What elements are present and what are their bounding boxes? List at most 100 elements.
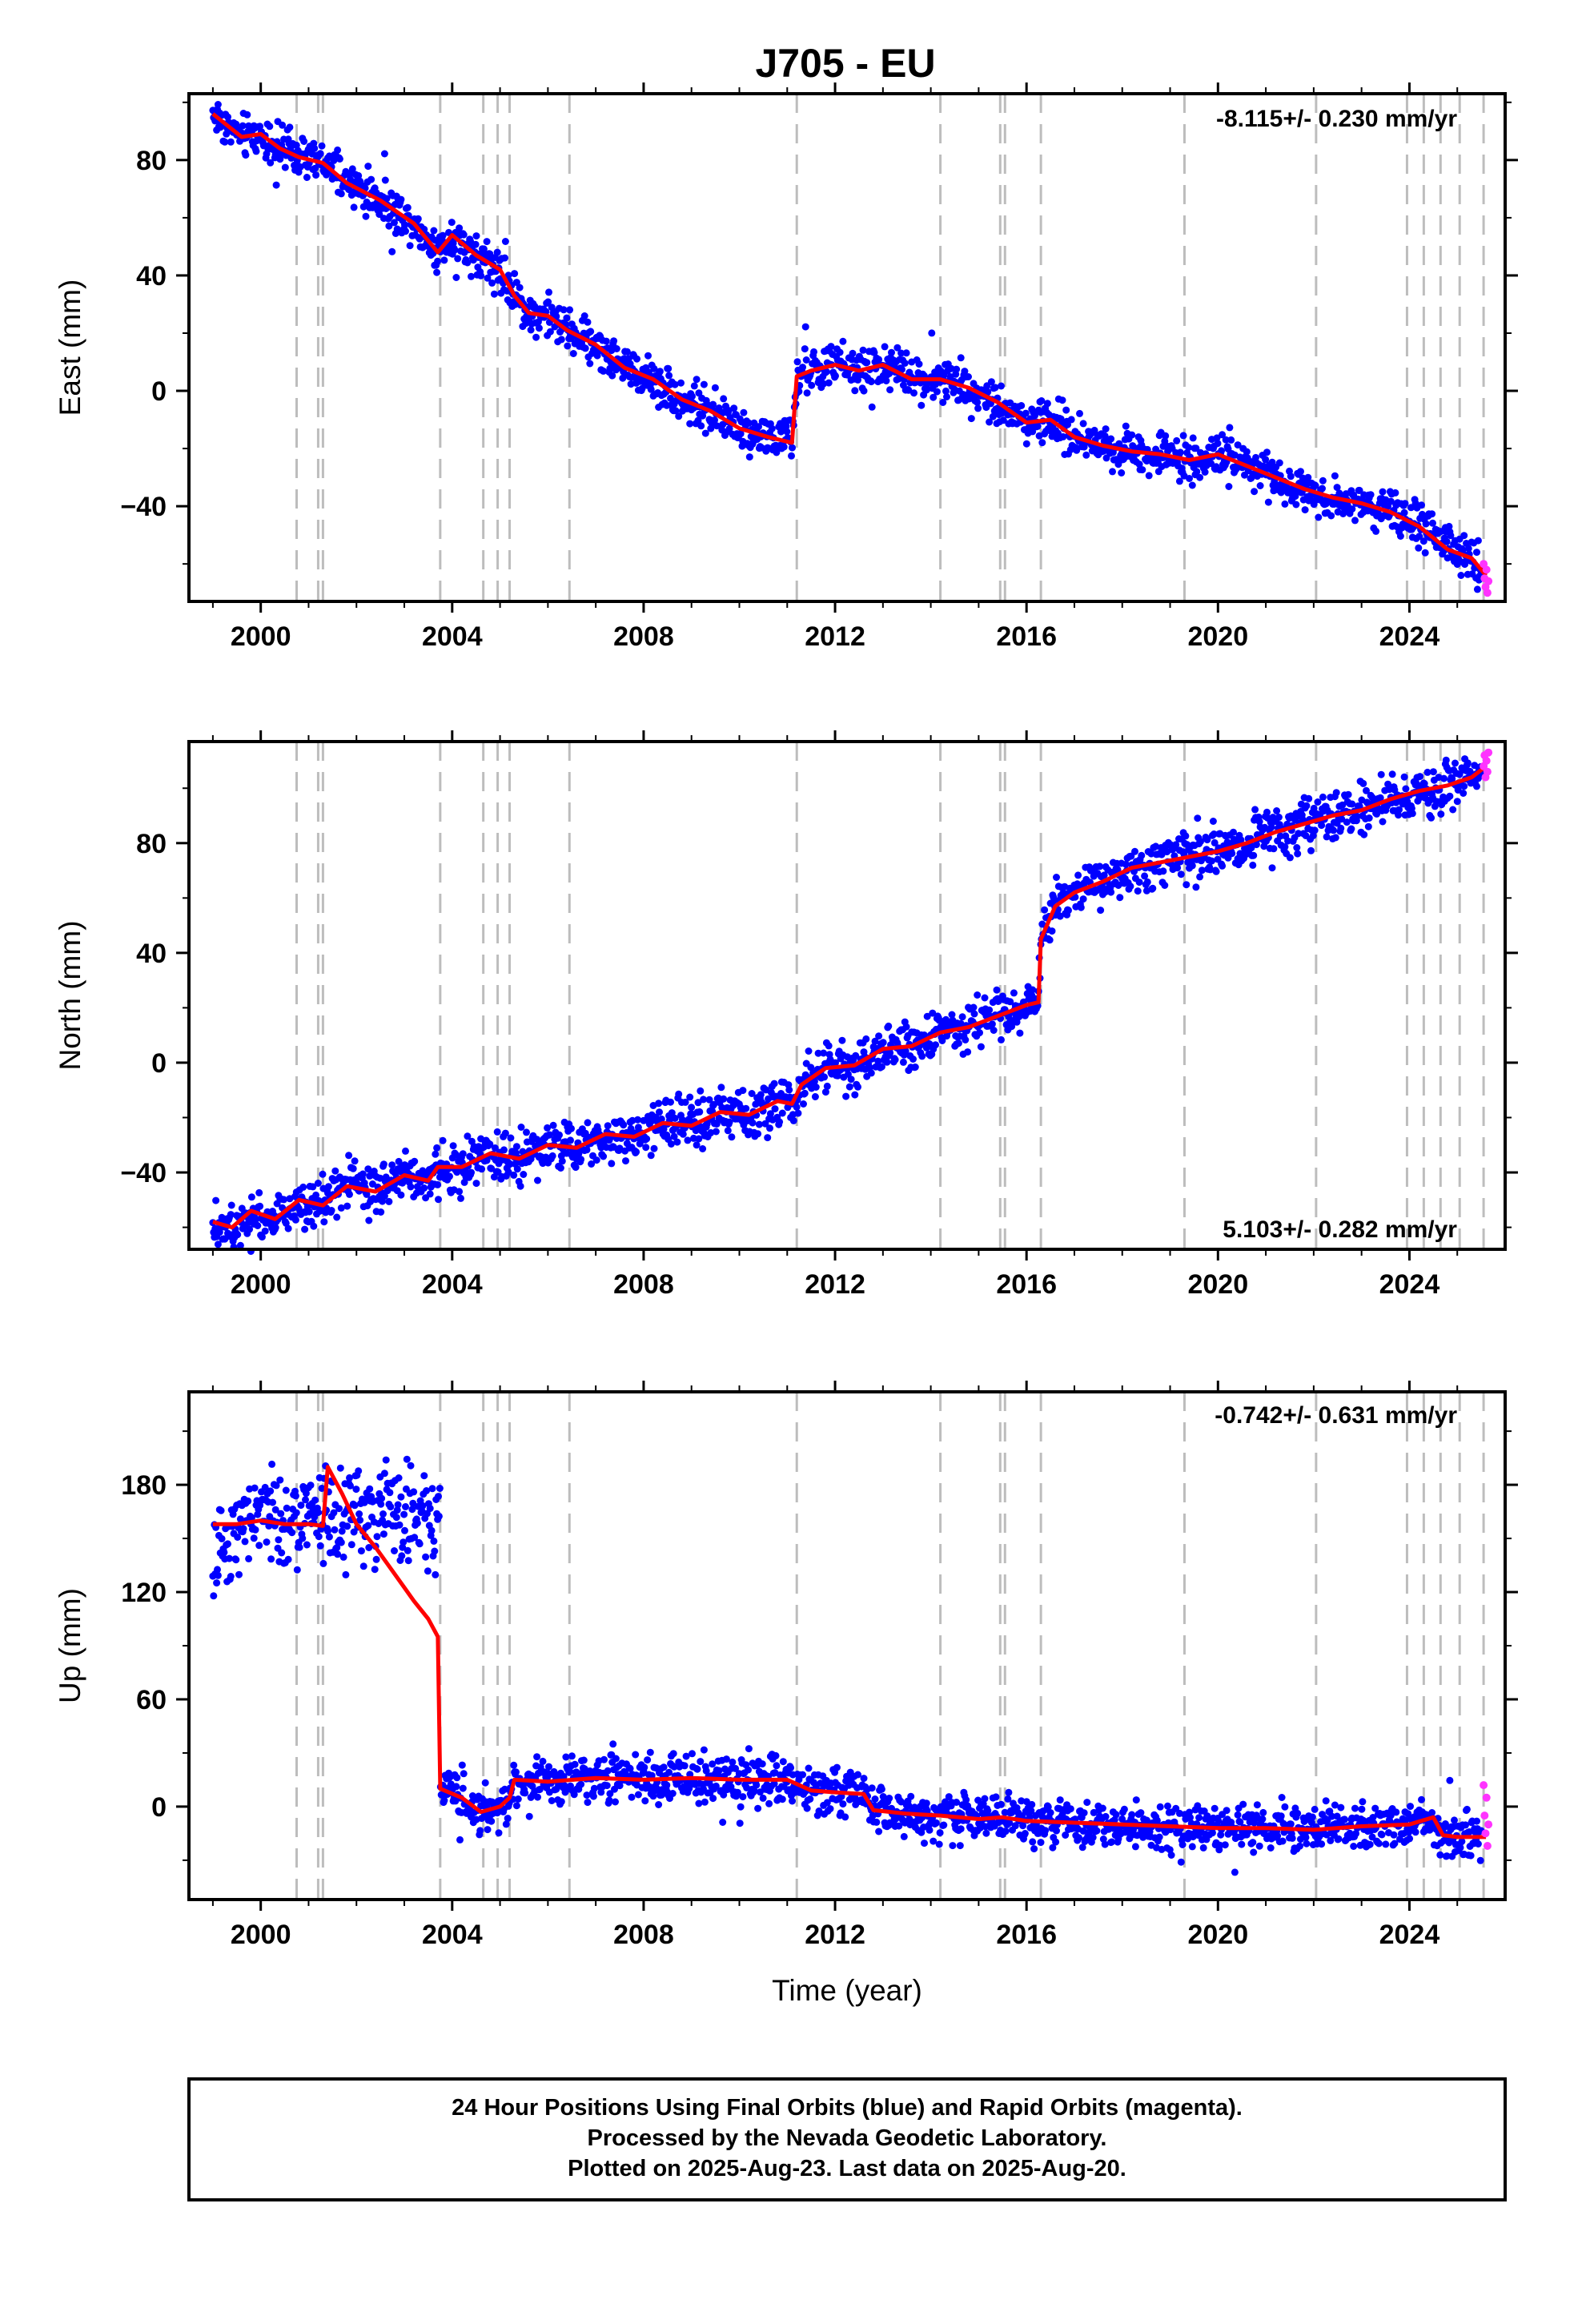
north-point bbox=[647, 1152, 655, 1160]
north-point bbox=[1331, 834, 1339, 842]
north-point bbox=[523, 1128, 530, 1136]
north-point bbox=[712, 1128, 720, 1136]
north-point bbox=[718, 1104, 726, 1112]
north-point bbox=[517, 1124, 525, 1131]
up-point bbox=[962, 1796, 970, 1803]
east-point bbox=[504, 271, 512, 279]
up-point bbox=[371, 1566, 379, 1574]
north-point bbox=[785, 1086, 793, 1094]
up-point bbox=[343, 1522, 351, 1530]
north-point bbox=[548, 1152, 556, 1160]
north-point bbox=[794, 1109, 802, 1117]
east-point bbox=[581, 344, 589, 352]
east-point bbox=[898, 365, 905, 373]
up-point bbox=[759, 1794, 767, 1802]
east-point bbox=[686, 420, 694, 428]
up-point bbox=[681, 1762, 689, 1770]
north-point bbox=[911, 1063, 919, 1071]
north-point bbox=[411, 1157, 419, 1165]
north-point bbox=[885, 1022, 893, 1030]
east-point bbox=[788, 452, 795, 460]
east-point bbox=[650, 364, 658, 372]
east-point bbox=[690, 382, 698, 390]
up-point bbox=[992, 1793, 1000, 1801]
north-point bbox=[725, 1118, 733, 1126]
east-point bbox=[281, 163, 289, 171]
east-point bbox=[745, 453, 753, 461]
east-x-tick-label: 2008 bbox=[613, 621, 674, 652]
up-point bbox=[227, 1573, 235, 1580]
up-point bbox=[1052, 1838, 1060, 1846]
north-point bbox=[459, 1150, 467, 1158]
east-point bbox=[713, 422, 721, 430]
east-point bbox=[1407, 504, 1415, 512]
east-point bbox=[671, 380, 679, 388]
east-point bbox=[1421, 549, 1429, 557]
north-point bbox=[234, 1231, 242, 1239]
east-point bbox=[867, 378, 875, 386]
north-point bbox=[693, 1141, 701, 1149]
east-point bbox=[1447, 532, 1455, 540]
east-point bbox=[335, 155, 343, 163]
north-point bbox=[899, 1058, 907, 1066]
east-point bbox=[364, 163, 372, 171]
east-point bbox=[1428, 510, 1436, 518]
east-point bbox=[928, 329, 936, 337]
up-point bbox=[396, 1521, 404, 1529]
up-point bbox=[504, 1815, 512, 1823]
east-point bbox=[1262, 456, 1270, 464]
east-point bbox=[1219, 431, 1227, 439]
east-point bbox=[953, 365, 961, 373]
up-point bbox=[562, 1753, 570, 1761]
north-point bbox=[717, 1084, 725, 1092]
east-point bbox=[252, 147, 260, 155]
north-point bbox=[1319, 793, 1327, 801]
north-point bbox=[399, 1179, 407, 1187]
up-point bbox=[291, 1492, 299, 1500]
up-point bbox=[512, 1768, 520, 1776]
east-point bbox=[839, 337, 847, 345]
north-point bbox=[434, 1180, 442, 1188]
east-point bbox=[984, 388, 992, 396]
east-point bbox=[647, 385, 655, 393]
north-point bbox=[842, 1092, 850, 1100]
north-point bbox=[504, 1168, 512, 1176]
north-point bbox=[512, 1143, 520, 1151]
east-point bbox=[1281, 500, 1289, 508]
east-point bbox=[1207, 460, 1215, 468]
north-point bbox=[388, 1161, 396, 1169]
east-point bbox=[586, 360, 594, 368]
north-point bbox=[549, 1121, 557, 1129]
north-point bbox=[1250, 851, 1258, 859]
east-point bbox=[1196, 473, 1204, 481]
north-point bbox=[700, 1096, 707, 1104]
north-point bbox=[988, 1020, 996, 1028]
east-x-tick-label: 2024 bbox=[1379, 621, 1440, 652]
up-point bbox=[900, 1832, 908, 1840]
east-point bbox=[711, 416, 718, 424]
north-point bbox=[227, 1201, 235, 1209]
north-point bbox=[862, 1035, 870, 1043]
east-point bbox=[1396, 533, 1404, 540]
north-rate-label: 5.103+/- 0.282 mm/yr bbox=[1223, 1216, 1457, 1243]
north-point bbox=[793, 1104, 801, 1111]
north-point bbox=[642, 1144, 650, 1152]
up-point bbox=[325, 1533, 333, 1541]
up-point bbox=[981, 1795, 989, 1803]
north-y-tick-label: 40 bbox=[136, 939, 167, 969]
north-point bbox=[301, 1225, 309, 1233]
north-point bbox=[556, 1131, 563, 1139]
up-point bbox=[235, 1570, 243, 1578]
east-point bbox=[1031, 412, 1038, 420]
up-point bbox=[641, 1797, 649, 1805]
north-point bbox=[694, 1099, 702, 1107]
east-point bbox=[584, 318, 592, 326]
up-point bbox=[1132, 1796, 1140, 1804]
north-point bbox=[1305, 794, 1313, 802]
north-point bbox=[1275, 814, 1283, 821]
east-point bbox=[638, 384, 646, 392]
east-point bbox=[1418, 501, 1425, 509]
north-point bbox=[516, 1182, 524, 1190]
east-point bbox=[1173, 436, 1181, 444]
east-point bbox=[1034, 422, 1042, 430]
